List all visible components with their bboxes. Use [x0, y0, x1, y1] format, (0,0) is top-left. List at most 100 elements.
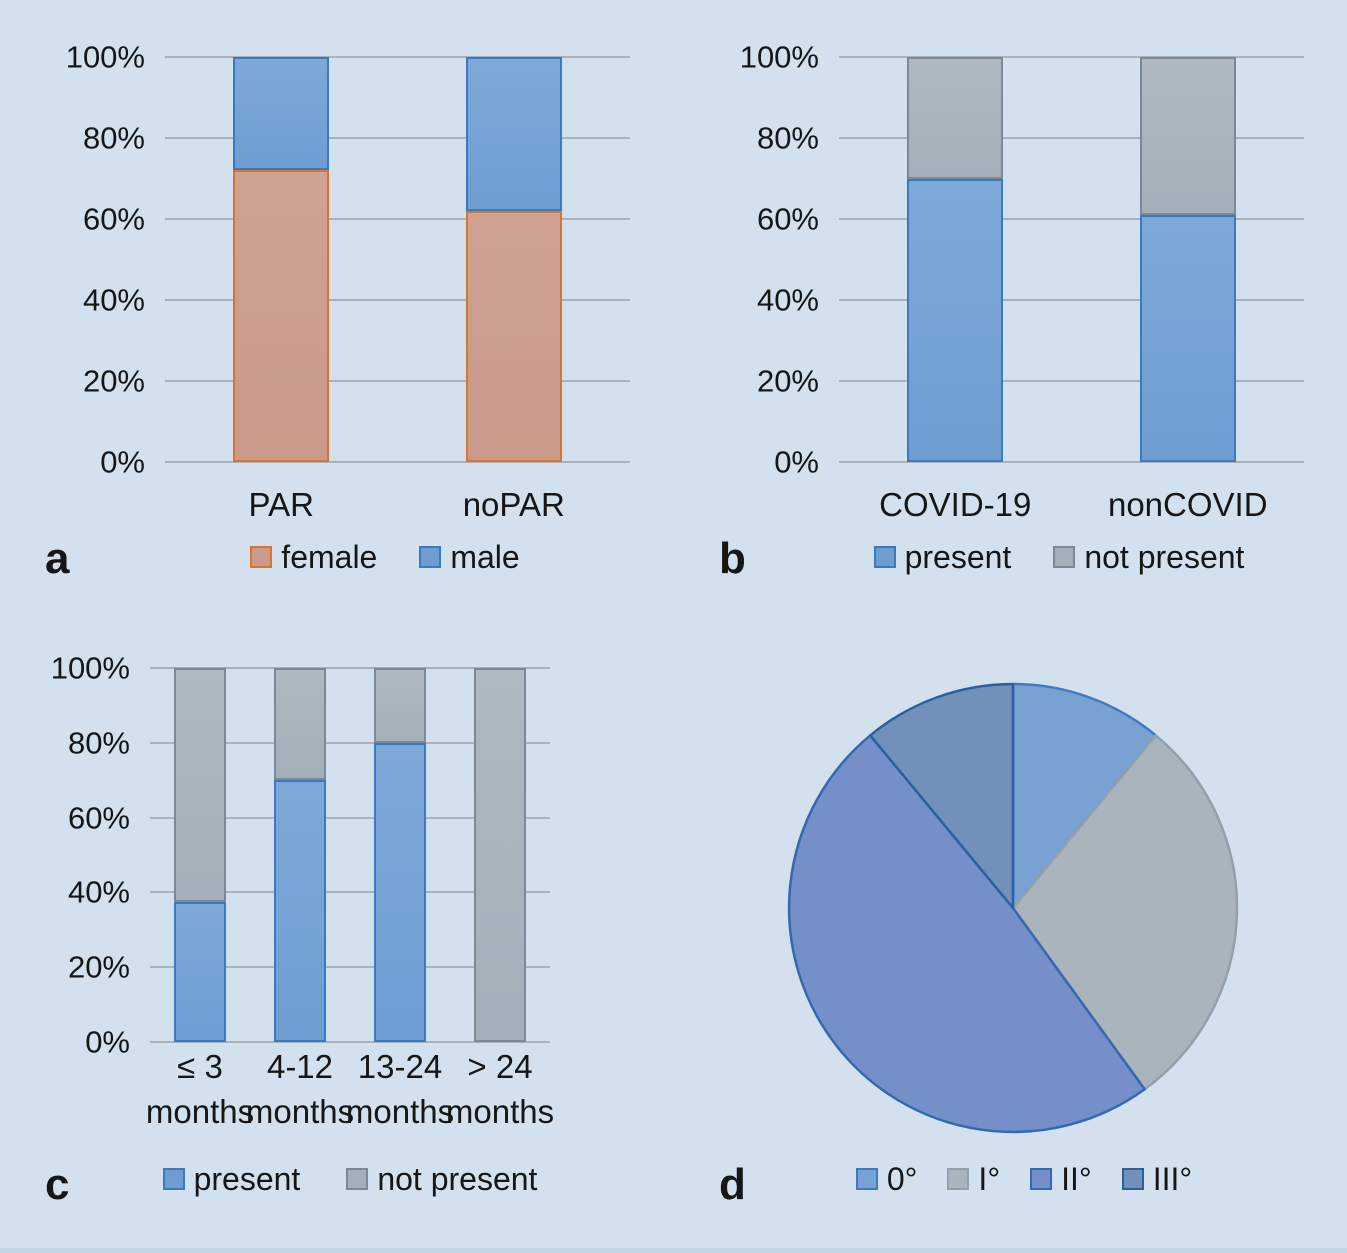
panel-letter: a	[45, 534, 70, 583]
pie-slice-II°	[787, 734, 1146, 1134]
legend: female male	[140, 541, 630, 573]
bar-segment-not-present	[1139, 57, 1236, 215]
legend-item: not present	[1053, 541, 1244, 573]
bar-segment-not-present	[374, 668, 426, 743]
category-label: noPAR	[462, 486, 565, 523]
gridline	[839, 56, 1304, 58]
y-tick-label: 80%	[82, 120, 145, 156]
legend-label: II°	[1061, 1161, 1092, 1197]
legend-item: I°	[947, 1163, 1000, 1195]
legend-swatch	[1053, 546, 1076, 568]
x-axis-category-labels: PAR noPAR	[165, 483, 630, 528]
gridline	[839, 299, 1304, 301]
panel-letter: d	[719, 1160, 746, 1209]
legend-swatch	[1121, 1168, 1144, 1190]
gridline	[839, 137, 1304, 139]
legend-swatch	[947, 1168, 970, 1190]
gridline	[165, 218, 630, 220]
stacked-bar-plot	[839, 56, 1304, 463]
bar-segment-present	[274, 780, 326, 1042]
legend-item: II°	[1030, 1163, 1092, 1195]
category-label: nonCOVID	[1107, 486, 1268, 523]
legend-label: not present	[1084, 539, 1245, 575]
category-label: COVID-19	[879, 486, 1032, 523]
stacked-bar	[907, 57, 1004, 462]
legend: present not present	[130, 1163, 570, 1195]
bar-segment-female	[465, 210, 562, 462]
category-label: > 24 months	[445, 1048, 555, 1130]
legend-swatch	[346, 1168, 369, 1190]
gridline	[150, 816, 550, 819]
category-label: 4-12 months	[245, 1048, 355, 1130]
stacked-bar	[374, 668, 426, 1042]
y-tick-label: 80%	[756, 120, 819, 156]
panel-letter: b	[719, 534, 746, 583]
y-tick-label: 100%	[65, 39, 145, 75]
bar-segment-not-present	[907, 57, 1004, 179]
legend-label: female	[281, 539, 378, 575]
legend-swatch	[419, 546, 442, 568]
legend-label: male	[450, 539, 520, 575]
panel-c-duration-distribution: 100% 80% 60% 40% 20% 0% ≤ 3 months 4-12 months 13…	[0, 600, 674, 1253]
legend-swatch	[250, 546, 273, 568]
y-axis-ticks: 100% 80% 60% 40% 20% 0%	[674, 42, 819, 478]
gridline	[150, 741, 550, 744]
y-tick-label: 40%	[82, 282, 145, 318]
pie-slice-I°	[1011, 734, 1239, 1091]
bar-segment-not-present	[474, 668, 526, 1042]
legend-swatch	[1030, 1168, 1053, 1190]
y-tick-label: 0%	[85, 1024, 130, 1060]
bar-segment-present	[374, 742, 426, 1042]
gridline	[839, 380, 1304, 382]
legend-item: present	[873, 539, 1012, 575]
stacked-bar	[274, 668, 326, 1042]
gridline	[165, 137, 630, 139]
bar-segment-female	[233, 170, 330, 462]
legend-item: 0°	[855, 1161, 918, 1197]
y-tick-label: 40%	[67, 874, 130, 910]
category-label: ≤ 3 months	[145, 1048, 255, 1130]
gridline	[165, 380, 630, 382]
legend-label: not present	[377, 1161, 538, 1197]
panel-d-severity-pie: 0° I° II° III° d	[674, 600, 1347, 1253]
stacked-bar	[174, 668, 226, 1042]
gridline	[839, 218, 1304, 220]
legend-item: female	[250, 541, 377, 573]
category-label: PAR	[248, 486, 314, 523]
legend-swatch	[873, 546, 896, 568]
gridline	[150, 1041, 550, 1043]
legend-label: present	[904, 539, 1012, 575]
legend-item: III°	[1121, 1163, 1192, 1195]
stacked-bar	[233, 57, 330, 462]
legend-item: present	[162, 1161, 301, 1197]
legend-swatch	[855, 1168, 878, 1190]
category-label: 13-24 months	[345, 1048, 455, 1130]
gridline	[165, 461, 630, 463]
bottom-edge-shade	[0, 1248, 1347, 1253]
y-axis-ticks: 100% 80% 60% 40% 20% 0%	[0, 42, 145, 478]
x-axis-category-labels: COVID-19 nonCOVID	[839, 483, 1304, 528]
pie-slice-III°	[868, 682, 1015, 910]
bar-segment-male	[465, 57, 562, 211]
y-tick-label: 40%	[756, 282, 819, 318]
y-tick-label: 0%	[774, 444, 819, 480]
legend-label: 0°	[886, 1161, 918, 1197]
y-tick-label: 20%	[67, 949, 130, 985]
pie-slice-0°	[1011, 682, 1158, 910]
stacked-bar	[1139, 57, 1236, 462]
y-tick-label: 60%	[756, 201, 819, 237]
y-tick-label: 60%	[67, 800, 130, 836]
y-tick-label: 80%	[67, 725, 130, 761]
stacked-bar-plot	[150, 667, 550, 1043]
bar-segment-present	[1139, 214, 1236, 462]
bar-segment-male	[233, 57, 330, 171]
y-tick-label: 60%	[82, 201, 145, 237]
gridline	[839, 461, 1304, 463]
legend-label: present	[193, 1161, 301, 1197]
gridline	[150, 667, 550, 669]
pie-chart	[787, 682, 1239, 1134]
stacked-bar	[474, 668, 526, 1042]
gridline	[150, 891, 550, 894]
y-tick-label: 20%	[82, 363, 145, 399]
